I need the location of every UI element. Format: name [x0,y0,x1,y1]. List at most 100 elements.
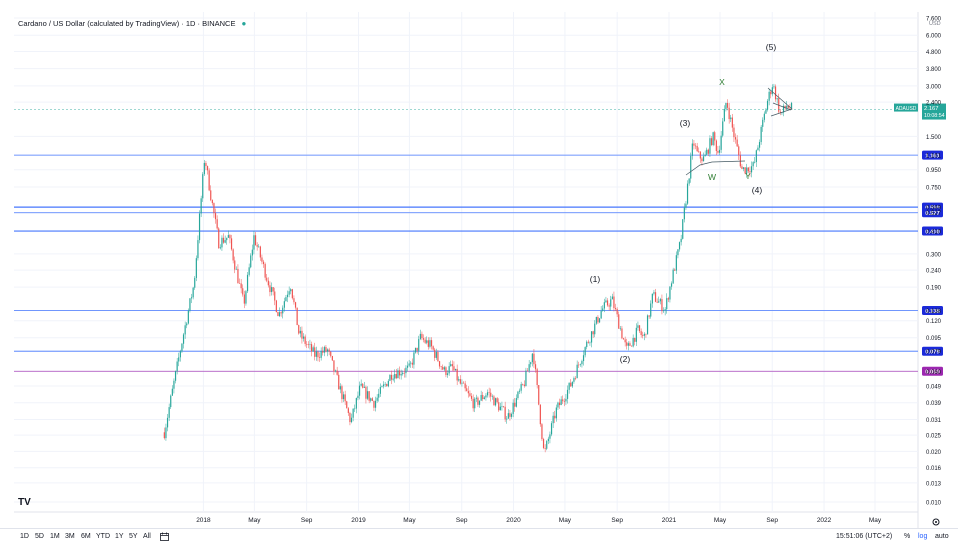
candle-body [598,318,601,323]
candle-body [264,264,266,278]
candle-body [205,162,207,167]
candle-body [200,198,202,214]
candle-body [424,339,426,343]
candle-body [338,374,340,390]
candle-body [789,107,791,109]
candle-body [526,370,529,372]
candle-body [237,268,239,284]
timeframe-5y[interactable]: 5Y [129,533,138,540]
timeframe-6m[interactable]: 6M [81,533,91,540]
triangle-drawing [767,87,793,117]
settings-gear-icon[interactable] [931,514,941,532]
price-tick-label: 0.013 [926,481,942,487]
candle-body [270,287,273,293]
price-tick-label: 0.750 [926,185,942,191]
candle-body [430,340,433,347]
timeframe-3m[interactable]: 3M [65,533,75,540]
candle-body [462,382,465,384]
candle-body [501,406,503,407]
candle-body [771,87,773,95]
candle-body [408,363,410,366]
time-tick-label: May [714,517,727,524]
candle-body [648,315,650,317]
candle-body [629,343,631,346]
candle-body [299,330,301,334]
price-axis[interactable]: 7.600 6.000 4.800 3.800 3.000 2.400 1.500 1.161… [926,17,942,507]
candle-body [400,374,402,376]
candle-body [445,367,447,375]
timeframe-1d[interactable]: 1D [20,533,29,540]
candle-body [499,406,501,411]
candle-body [258,246,260,248]
candle-body [482,395,484,400]
candle-body [646,315,649,335]
candle-body [586,341,588,348]
candle-body [707,149,709,154]
candle-body [645,333,647,335]
candle-body [694,145,697,147]
candle-body [602,308,604,312]
candle-body [528,364,530,371]
time-axis[interactable]: 2018 May Sep 2019 May Sep 2020 May Sep 2021 May Sep… [196,517,882,524]
price-tick-label: 0.950 [926,168,942,174]
candle-body [229,235,231,239]
candle-body [350,417,353,423]
time-tick-label: 2018 [196,517,211,524]
candle-body [235,268,237,270]
candle-body [674,269,676,271]
timeframe-all[interactable]: All [143,533,151,540]
candle-body [418,339,420,351]
auto-toggle[interactable]: auto [935,533,949,540]
candle-body [566,389,569,399]
candle-body [165,427,167,439]
candle-body [538,385,540,405]
timeframe-1y[interactable]: 1Y [115,533,124,540]
candle-body [614,308,617,310]
candle-body [182,334,185,344]
candle-body [595,316,597,324]
clock-readout[interactable]: 15:51:06 (UTC+2) [836,533,893,540]
candle-body [341,386,343,400]
candle-body [371,398,373,401]
candle-body [776,98,778,100]
price-tick-label: 0.039 [926,401,942,407]
candle-body [670,283,673,287]
tradingview-logo-icon[interactable]: TV [18,497,31,508]
candle-body [174,371,177,381]
candle-body [621,328,623,339]
candle-body [739,155,741,167]
candle-body [642,335,644,336]
percent-toggle[interactable]: % [904,533,911,540]
log-toggle[interactable]: log [918,533,928,540]
candle-body [738,146,740,156]
timeframe-1m[interactable]: 1M [50,533,60,540]
candle-body [250,255,252,268]
timeframe-ytd[interactable]: YTD [96,533,110,540]
symbol-title: Cardano / US Dollar (calculated by Tradi… [18,19,236,28]
candle-body [651,293,653,304]
symbol-tag-label: ADAUSD [896,106,917,112]
candle-body [555,407,557,419]
price-tick-label: 0.049 [926,385,942,391]
candle-body [696,145,698,152]
candle-body [259,246,261,258]
candle-body [387,380,389,387]
timeframe-5d[interactable]: 5D [35,533,44,540]
candle-body [334,370,337,372]
candle-body [440,366,442,368]
candle-body [317,351,319,358]
candle-body [358,385,361,396]
candle-body [744,167,746,174]
time-tick-label: 2020 [506,517,521,524]
candle-body [238,283,241,284]
price-tick-label: 0.569 [926,206,942,212]
candle-body [213,203,215,214]
candle-body [725,102,727,109]
date-range-icon[interactable] [160,532,169,543]
candle-body [285,297,287,302]
price-tick-label: 0.020 [926,450,942,456]
candle-body [274,291,276,301]
candle-body [616,309,618,315]
